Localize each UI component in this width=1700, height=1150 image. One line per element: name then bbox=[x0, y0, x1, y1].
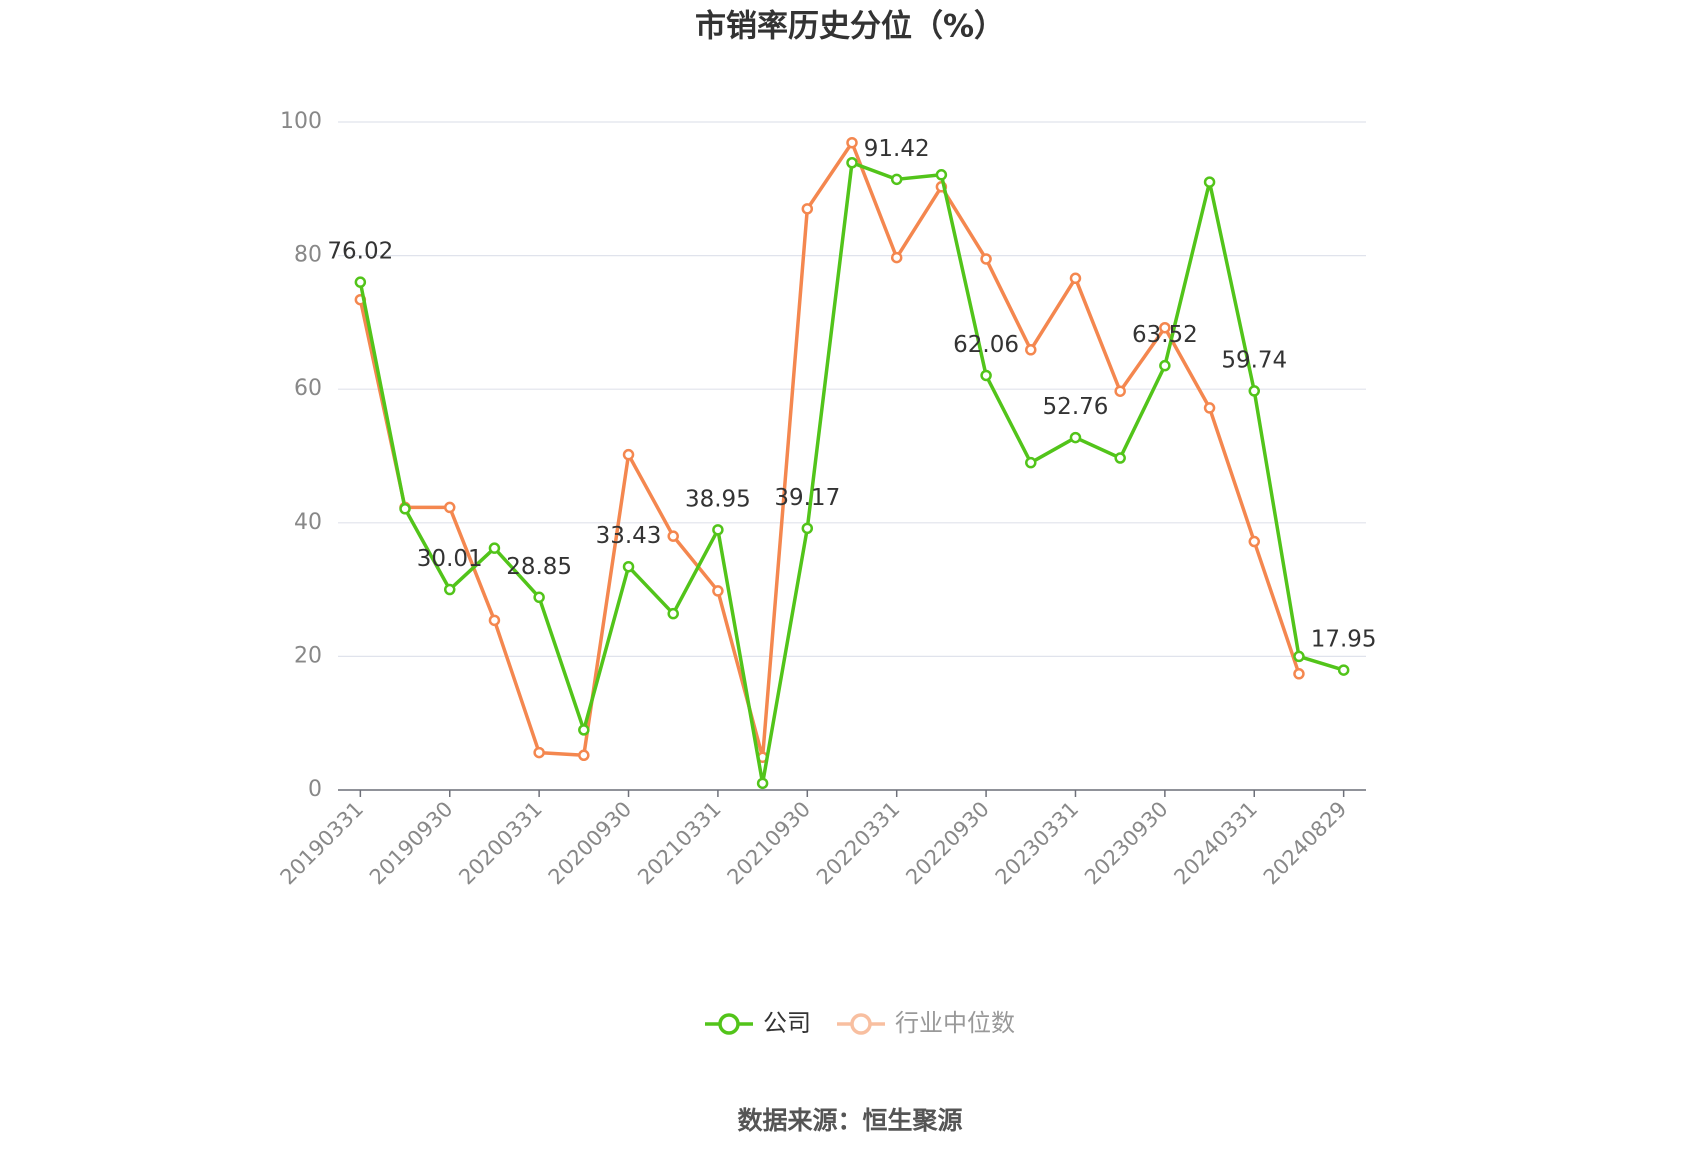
x-tick-label: 20230930 bbox=[1080, 797, 1173, 890]
x-tick-label: 20240331 bbox=[1169, 797, 1262, 890]
x-tick-label: 20240829 bbox=[1259, 797, 1352, 890]
source-note: 数据来源：恒生聚源 bbox=[737, 1106, 962, 1135]
x-tick-label: 20210331 bbox=[633, 797, 726, 890]
data-label: 91.42 bbox=[864, 136, 930, 162]
data-point bbox=[756, 777, 769, 790]
data-point bbox=[667, 607, 679, 620]
x-tick-label: 20210930 bbox=[723, 797, 816, 890]
data-label: 59.74 bbox=[1221, 347, 1287, 373]
data-label: 33.43 bbox=[596, 523, 662, 549]
chart-title: 市销率历史分位（%） bbox=[695, 9, 1005, 45]
x-tick-label: 20190930 bbox=[365, 797, 458, 890]
data-point bbox=[801, 203, 814, 215]
y-tick-label: 80 bbox=[294, 243, 322, 268]
y-tick-label: 60 bbox=[294, 376, 322, 401]
data-point bbox=[533, 591, 545, 604]
y-tick-label: 0 bbox=[308, 777, 322, 802]
data-label: 76.02 bbox=[327, 239, 393, 265]
series bbox=[354, 156, 1350, 790]
data-point bbox=[1159, 359, 1171, 372]
data-label: 39.17 bbox=[774, 485, 840, 511]
data-point bbox=[1114, 452, 1126, 464]
x-tick-label: 20220331 bbox=[812, 797, 905, 890]
x-tick-label: 20230331 bbox=[991, 797, 1084, 890]
data-point bbox=[980, 253, 992, 265]
legend-label: 行业中位数 bbox=[895, 1009, 1015, 1037]
data-point bbox=[578, 749, 590, 762]
data-point bbox=[354, 276, 367, 288]
data-point bbox=[578, 724, 590, 736]
y-tick-label: 40 bbox=[294, 510, 322, 535]
x-tick-label: 20220930 bbox=[901, 797, 994, 890]
data-point bbox=[399, 503, 411, 515]
data-point bbox=[1069, 431, 1082, 444]
x-tick-label: 20190331 bbox=[276, 797, 369, 890]
data-label: 38.95 bbox=[685, 486, 751, 512]
y-tick-label: 20 bbox=[294, 643, 322, 668]
data-point bbox=[1069, 272, 1082, 285]
data-point bbox=[622, 560, 635, 573]
data-point bbox=[801, 522, 814, 535]
data-label: 28.85 bbox=[506, 554, 572, 580]
data-label: 30.01 bbox=[417, 546, 483, 572]
data-point bbox=[488, 614, 501, 627]
data-point bbox=[890, 251, 903, 264]
legend-label: 公司 bbox=[763, 1009, 811, 1037]
data-point bbox=[846, 156, 858, 169]
data-label: 17.95 bbox=[1311, 627, 1377, 653]
data-point bbox=[1248, 535, 1261, 548]
data-point bbox=[622, 448, 635, 461]
data-point bbox=[1248, 385, 1261, 397]
data-point bbox=[443, 501, 456, 514]
data-point bbox=[1293, 668, 1305, 680]
data-point bbox=[1025, 344, 1037, 356]
legend-marker bbox=[718, 1013, 740, 1035]
data-point bbox=[488, 542, 501, 554]
data-label: 52.76 bbox=[1043, 394, 1109, 420]
data-point bbox=[1203, 402, 1216, 414]
data-point bbox=[846, 136, 858, 149]
data-point bbox=[1203, 176, 1216, 188]
data-point bbox=[1159, 321, 1171, 334]
data-point bbox=[1025, 456, 1037, 469]
data-label: 62.06 bbox=[953, 332, 1019, 358]
data-point bbox=[1114, 385, 1126, 397]
data-point bbox=[1293, 650, 1305, 663]
x-tick-label: 20200930 bbox=[544, 797, 637, 890]
data-point bbox=[980, 369, 992, 382]
series bbox=[354, 136, 1305, 764]
data-point bbox=[1337, 664, 1350, 676]
data-point bbox=[712, 585, 724, 597]
y-tick-label: 100 bbox=[280, 109, 322, 134]
data-point bbox=[890, 173, 903, 186]
series-line bbox=[358, 140, 1301, 760]
data-label: 63.52 bbox=[1132, 322, 1198, 348]
data-point bbox=[443, 583, 456, 596]
data-point bbox=[533, 746, 545, 759]
data-point bbox=[667, 530, 679, 542]
legend-marker bbox=[850, 1013, 872, 1035]
data-point bbox=[935, 169, 948, 181]
data-point bbox=[712, 524, 724, 536]
x-tick-label: 20200331 bbox=[454, 797, 547, 890]
